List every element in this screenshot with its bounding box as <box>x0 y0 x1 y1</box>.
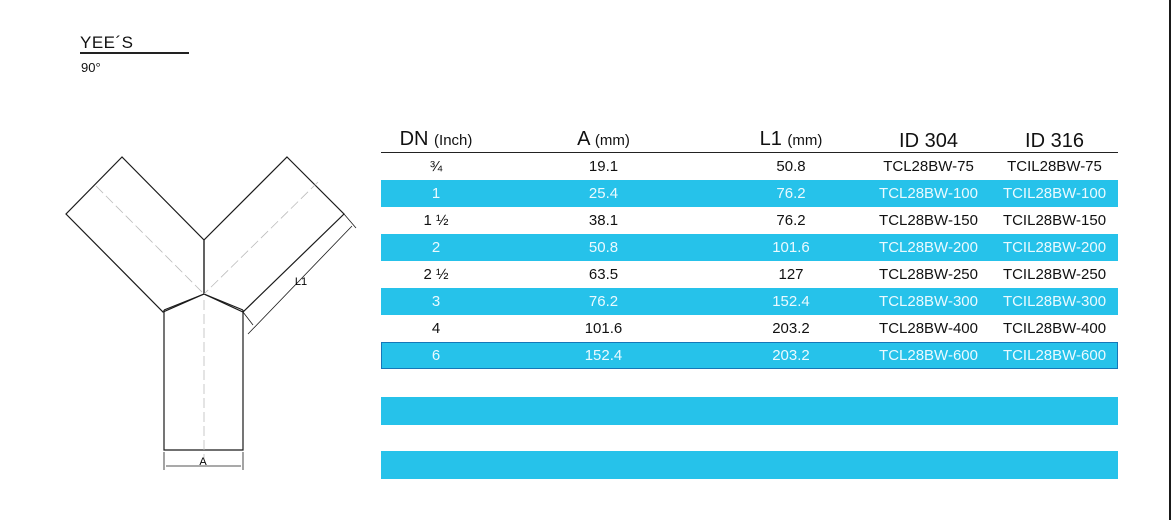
cell-a: 25.4 <box>588 185 619 202</box>
cell-a: 38.1 <box>588 212 619 229</box>
header-label: ID 304 <box>899 130 958 152</box>
empty-highlight-bar <box>381 397 1118 425</box>
cell-id316: TCIL28BW-400 <box>1002 320 1107 337</box>
cell-dn: 2 ½ <box>423 266 449 283</box>
cell-l1: 203.2 <box>772 347 810 364</box>
page-title: YEE´S <box>80 33 134 52</box>
cell-a: 19.1 <box>588 158 619 175</box>
table-row: 2 ½ 63.5 127 TCL28BW-250 TCIL28BW-250 <box>381 261 1118 288</box>
dimensions-table: DN (Inch) A (mm) L1 (mm) ID 304 ID 316 ¾… <box>381 128 1118 369</box>
header-label: L1 <box>759 128 782 150</box>
header-label: DN <box>399 128 429 150</box>
cell-dn: 2 <box>431 239 441 256</box>
cell-l1: 50.8 <box>776 158 806 175</box>
table-row: 3 76.2 152.4 TCL28BW-300 TCIL28BW-300 <box>381 288 1118 315</box>
cell-dn: 1 <box>431 185 441 202</box>
cell-a: 50.8 <box>588 239 619 256</box>
yee-fitting-drawing: A L1 <box>65 156 357 470</box>
cell-dn: ¾ <box>429 158 443 175</box>
table-row: 2 50.8 101.6 TCL28BW-200 TCIL28BW-200 <box>381 234 1118 261</box>
cell-id316: TCIL28BW-250 <box>1002 266 1107 283</box>
cell-a: 76.2 <box>588 293 619 310</box>
cell-id304: TCL28BW-300 <box>879 293 978 310</box>
header-label: A <box>577 128 590 150</box>
cell-l1: 76.2 <box>776 185 806 202</box>
cell-id304: TCL28BW-75 <box>883 158 974 175</box>
page-subtitle: 90° <box>81 60 101 75</box>
cell-l1: 127 <box>778 266 804 283</box>
cell-l1: 152.4 <box>772 293 810 310</box>
cell-id316: TCIL28BW-600 <box>1002 347 1107 364</box>
cell-id304: TCL28BW-200 <box>879 239 978 256</box>
table-body: ¾ 19.1 50.8 TCL28BW-75 TCIL28BW-75 1 25.4 76.2 T… <box>381 153 1118 369</box>
cell-id304: TCL28BW-400 <box>879 320 978 337</box>
column-header-a: A (mm) <box>491 128 716 152</box>
cell-id316: TCIL28BW-150 <box>1002 212 1107 229</box>
cell-dn: 4 <box>431 320 441 337</box>
cell-a: 101.6 <box>584 320 623 337</box>
cell-id304: TCL28BW-100 <box>879 185 978 202</box>
cell-id316: TCIL28BW-100 <box>1002 185 1107 202</box>
table-header: DN (Inch) A (mm) L1 (mm) ID 304 ID 316 <box>381 128 1118 153</box>
header-unit: (mm) <box>594 132 630 149</box>
column-header-id316: ID 316 <box>991 130 1118 152</box>
table-row: 1 25.4 76.2 TCL28BW-100 TCIL28BW-100 <box>381 180 1118 207</box>
column-header-id304: ID 304 <box>866 130 991 152</box>
dimension-a-label: A <box>199 456 207 468</box>
cell-dn: 1 ½ <box>423 212 449 229</box>
cell-l1: 203.2 <box>772 320 810 337</box>
header-unit: (Inch) <box>434 132 473 149</box>
cell-dn: 3 <box>431 293 441 310</box>
table-row: ¾ 19.1 50.8 TCL28BW-75 TCIL28BW-75 <box>381 153 1118 180</box>
cell-a: 152.4 <box>584 347 623 364</box>
cell-id316: TCIL28BW-200 <box>1002 239 1107 256</box>
cell-l1: 76.2 <box>776 212 806 229</box>
cell-id316: TCIL28BW-300 <box>1002 293 1107 310</box>
cell-id304: TCL28BW-600 <box>879 347 978 364</box>
empty-highlight-bar <box>381 451 1118 479</box>
header-label: ID 316 <box>1025 130 1084 152</box>
header-unit: (mm) <box>787 132 823 149</box>
title-underline <box>80 52 189 54</box>
table-row: 4 101.6 203.2 TCL28BW-400 TCIL28BW-400 <box>381 315 1118 342</box>
cell-id304: TCL28BW-150 <box>879 212 978 229</box>
column-header-dn: DN (Inch) <box>381 128 491 152</box>
table-row: 1 ½ 38.1 76.2 TCL28BW-150 TCIL28BW-150 <box>381 207 1118 234</box>
page-border-right <box>1169 0 1171 520</box>
cell-a: 63.5 <box>588 266 619 283</box>
table-row: 6 152.4 203.2 TCL28BW-600 TCIL28BW-600 <box>381 342 1118 369</box>
cell-dn: 6 <box>431 347 441 364</box>
dimension-l1-label: L1 <box>295 276 307 288</box>
cell-id304: TCL28BW-250 <box>879 266 978 283</box>
cell-l1: 101.6 <box>772 239 810 256</box>
cell-id316: TCIL28BW-75 <box>1007 158 1102 175</box>
column-header-l1: L1 (mm) <box>716 128 866 152</box>
